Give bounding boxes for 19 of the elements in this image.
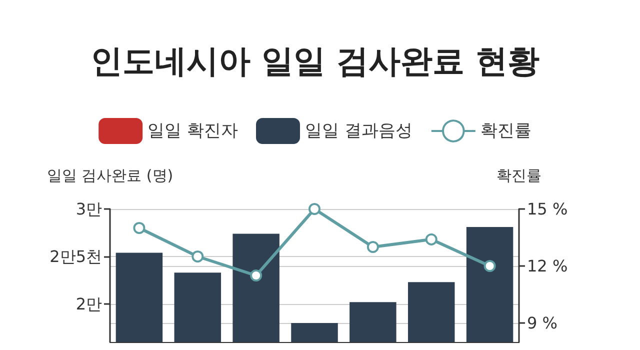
y2-tick-label: 9 % <box>527 314 558 332</box>
point <box>484 260 496 272</box>
y-tick-label: 2만 <box>76 294 102 314</box>
y2-tick-label: 12 % <box>527 256 568 276</box>
legend-label: 확진률 <box>480 121 532 141</box>
y-axis-title: 일일 검사완료 (명) <box>46 166 174 184</box>
legend-label: 일일 결과음성 <box>305 121 412 141</box>
point <box>192 250 204 262</box>
y2-tick-label: 15 % <box>527 200 568 218</box>
chart-title: 인도네시아 일일 검사완료 현황 <box>90 42 540 80</box>
point <box>308 203 320 215</box>
point <box>366 241 379 253</box>
y-tick-label: 2만5천 <box>50 247 102 266</box>
y2-axis-title: 확진률 <box>496 166 542 184</box>
y-tick-label: 3만 <box>76 200 102 218</box>
point <box>425 233 438 246</box>
point <box>133 222 146 234</box>
point <box>250 270 262 282</box>
legend-label: 일일 확진자 <box>148 121 238 141</box>
